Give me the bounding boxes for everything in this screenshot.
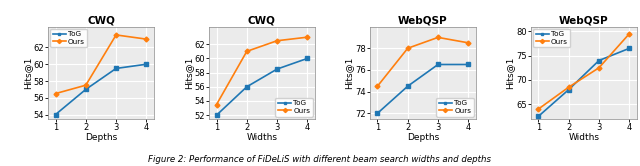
- ToG: [243, 86, 251, 88]
- Title: CWQ: CWQ: [87, 16, 115, 26]
- ToG: [273, 68, 281, 70]
- Ours: [534, 108, 542, 110]
- Ours: [565, 86, 573, 88]
- Ours: [374, 85, 381, 87]
- Legend: ToG, Ours: ToG, Ours: [50, 29, 88, 47]
- Y-axis label: Hits@1: Hits@1: [184, 56, 193, 89]
- ToG: [434, 64, 442, 66]
- ToG: [595, 59, 603, 61]
- Ours: [112, 34, 120, 36]
- Line: Ours: Ours: [54, 33, 148, 95]
- X-axis label: Depths: Depths: [85, 133, 117, 142]
- Line: ToG: ToG: [537, 47, 631, 118]
- Legend: ToG, Ours: ToG, Ours: [275, 98, 313, 117]
- ToG: [52, 114, 60, 116]
- Title: WebQSP: WebQSP: [398, 16, 448, 26]
- Line: Ours: Ours: [376, 36, 470, 88]
- Ours: [243, 50, 251, 52]
- ToG: [212, 114, 220, 116]
- Legend: ToG, Ours: ToG, Ours: [533, 29, 570, 47]
- ToG: [112, 67, 120, 69]
- ToG: [143, 63, 150, 65]
- Ours: [625, 33, 633, 35]
- Line: Ours: Ours: [537, 32, 631, 111]
- Line: Ours: Ours: [215, 36, 309, 106]
- Y-axis label: Hits@1: Hits@1: [344, 56, 354, 89]
- Title: CWQ: CWQ: [248, 16, 276, 26]
- ToG: [565, 89, 573, 91]
- X-axis label: Widths: Widths: [568, 133, 599, 142]
- Ours: [212, 104, 220, 106]
- Y-axis label: Hits@1: Hits@1: [506, 56, 515, 89]
- Ours: [434, 36, 442, 38]
- Line: ToG: ToG: [54, 63, 148, 116]
- Ours: [465, 42, 472, 44]
- X-axis label: Depths: Depths: [407, 133, 439, 142]
- Title: WebQSP: WebQSP: [559, 16, 609, 26]
- ToG: [404, 85, 412, 87]
- ToG: [625, 47, 633, 49]
- Ours: [595, 67, 603, 69]
- Line: ToG: ToG: [376, 63, 470, 115]
- ToG: [82, 88, 90, 90]
- X-axis label: Widths: Widths: [246, 133, 277, 142]
- Legend: ToG, Ours: ToG, Ours: [436, 98, 474, 117]
- Y-axis label: Hits@1: Hits@1: [23, 56, 32, 89]
- ToG: [465, 64, 472, 66]
- ToG: [303, 57, 311, 59]
- Line: ToG: ToG: [215, 57, 309, 117]
- Ours: [52, 93, 60, 95]
- Ours: [303, 36, 311, 38]
- ToG: [534, 115, 542, 117]
- ToG: [374, 112, 381, 114]
- Text: Figure 2: Performance of FiDeLiS with different beam search widths and depths: Figure 2: Performance of FiDeLiS with di…: [148, 155, 492, 164]
- Ours: [404, 47, 412, 49]
- Ours: [143, 38, 150, 40]
- Ours: [273, 40, 281, 42]
- Ours: [82, 84, 90, 86]
